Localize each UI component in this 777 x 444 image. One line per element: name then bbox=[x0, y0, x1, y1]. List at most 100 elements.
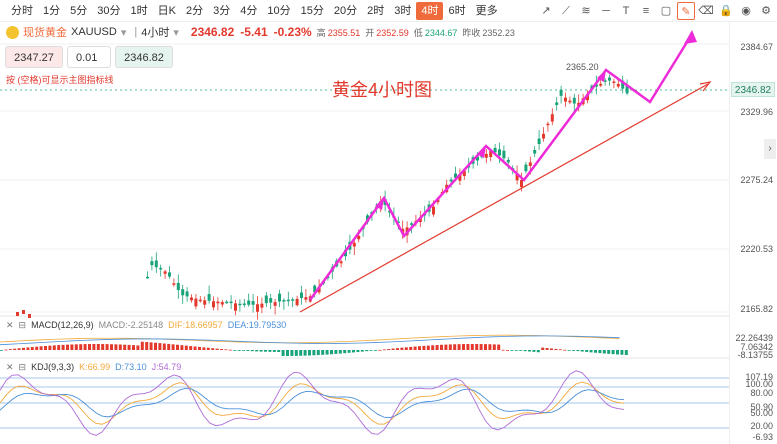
macd-bar bbox=[567, 350, 571, 351]
candle-body bbox=[146, 276, 149, 279]
candle-body bbox=[242, 303, 246, 305]
macd-bar bbox=[541, 347, 545, 350]
macd-label[interactable]: MACD(12,26,9) bbox=[31, 320, 94, 330]
shapes-icon[interactable]: ▢ bbox=[660, 5, 672, 17]
macd-bar bbox=[57, 345, 61, 350]
parallel-channel-icon[interactable]: ≋ bbox=[581, 5, 591, 17]
candle-body bbox=[313, 285, 317, 293]
timeframe-tab[interactable]: 2分 bbox=[185, 4, 204, 17]
macd-bar bbox=[303, 350, 307, 356]
macd-bar bbox=[13, 348, 17, 350]
candle-body bbox=[586, 94, 589, 101]
timeframe-tab[interactable]: 5分 bbox=[70, 4, 88, 17]
macd-bar bbox=[462, 344, 465, 350]
macd-bar bbox=[250, 350, 254, 352]
macd-bar bbox=[118, 344, 122, 350]
sell-price-button[interactable]: 2347.27 bbox=[5, 46, 63, 68]
trend-line-icon[interactable]: ↗ bbox=[541, 5, 551, 17]
macd-bar bbox=[255, 350, 259, 352]
settings-icon[interactable]: ⚙ bbox=[761, 5, 771, 17]
text-icon[interactable]: T bbox=[622, 5, 630, 17]
candle-body bbox=[454, 173, 457, 178]
candle-body bbox=[410, 223, 413, 225]
timeframe-tab[interactable]: 15分 bbox=[300, 4, 324, 17]
timeframe-tab[interactable]: 10分 bbox=[267, 4, 291, 17]
macd-bar bbox=[519, 350, 523, 351]
candle-body bbox=[594, 84, 598, 87]
visibility-icon[interactable]: ◉ bbox=[741, 5, 751, 17]
candle-body bbox=[150, 261, 154, 266]
timeframe-tab[interactable]: 2时 bbox=[367, 4, 385, 17]
macd-bar bbox=[563, 349, 567, 351]
macd-bar bbox=[198, 346, 201, 350]
timeframe-tab[interactable]: 更多 bbox=[475, 4, 498, 17]
macd-bar bbox=[193, 346, 197, 350]
candle-body bbox=[616, 83, 620, 87]
dropdown-chevron-icon[interactable]: ▾ bbox=[120, 26, 127, 39]
macd-bar bbox=[8, 349, 12, 350]
timeframe-tab[interactable]: 1时 bbox=[130, 4, 148, 17]
symbol-name[interactable]: 现货黄金 bbox=[23, 27, 67, 39]
candle-body bbox=[515, 174, 519, 181]
eraser-icon[interactable]: ⌫ bbox=[698, 5, 714, 17]
candle-body bbox=[418, 218, 422, 223]
symbol-code[interactable]: XAUUSD bbox=[71, 26, 117, 38]
candle-body bbox=[220, 302, 224, 305]
chevron-down-icon[interactable]: ▾ bbox=[173, 26, 179, 39]
macd-bar bbox=[572, 350, 575, 351]
timeframe-tab[interactable]: 4分 bbox=[240, 4, 258, 17]
candle-body bbox=[273, 302, 277, 306]
close-icon[interactable]: ✕ bbox=[6, 319, 14, 330]
candle-body bbox=[462, 170, 466, 177]
wave-arrowhead bbox=[684, 30, 697, 44]
macd-bar bbox=[101, 344, 105, 350]
macd-bar bbox=[136, 345, 140, 350]
timeframe-list: 分时 1分 5分 30分 1时 日K 2分 3分 4分 10分 15分 20分 2时 3时 4时 6时 更多 bbox=[6, 1, 503, 20]
candle-body bbox=[260, 303, 264, 308]
timeframe-select[interactable]: 4小时 bbox=[141, 27, 170, 39]
macd-bar bbox=[110, 344, 113, 350]
close-icon[interactable]: ✕ bbox=[6, 361, 14, 372]
timeframe-tab[interactable]: 3时 bbox=[394, 4, 412, 17]
quantity-input[interactable]: 0.01 bbox=[67, 46, 111, 68]
macd-bar bbox=[92, 344, 96, 350]
timeframe-tab[interactable]: 3分 bbox=[213, 4, 231, 17]
timeframe-tab[interactable]: 6时 bbox=[448, 4, 466, 17]
ray-icon[interactable]: ⟋ bbox=[562, 5, 570, 17]
macd-bar bbox=[453, 344, 457, 350]
expand-icon[interactable]: ⊟ bbox=[18, 361, 27, 372]
kdj-label[interactable]: KDJ(9,3,3) bbox=[31, 362, 75, 372]
candle-body bbox=[286, 299, 290, 302]
brush-icon[interactable]: ✎ bbox=[677, 2, 695, 20]
buy-price-button[interactable]: 2346.82 bbox=[115, 46, 173, 68]
expand-icon[interactable]: ⊟ bbox=[18, 319, 27, 330]
lock-icon[interactable]: 🔒 bbox=[719, 5, 733, 17]
fibonacci-icon[interactable]: ≡ bbox=[642, 5, 650, 17]
collapse-chevron-icon[interactable]: › bbox=[764, 139, 776, 159]
timeframe-tab[interactable]: 1分 bbox=[43, 4, 61, 17]
macd-bar bbox=[228, 349, 232, 351]
candle-body bbox=[339, 261, 343, 264]
open-value: 开 2352.59 bbox=[365, 27, 409, 38]
candle-body bbox=[621, 80, 625, 89]
timeframe-tab[interactable]: 4时 bbox=[416, 1, 444, 20]
divider: | bbox=[134, 26, 138, 38]
macd-bar bbox=[435, 345, 439, 350]
macd-bar bbox=[492, 344, 496, 350]
candle-body bbox=[528, 162, 532, 166]
timeframe-tab[interactable]: 分时 bbox=[11, 4, 33, 17]
macd-bar bbox=[66, 344, 69, 350]
timeframe-tab[interactable]: 日K bbox=[157, 4, 176, 17]
macd-bar bbox=[338, 350, 342, 354]
macd-bar bbox=[356, 350, 360, 353]
macd-tick: 22.26439 bbox=[735, 333, 773, 343]
candle-body bbox=[396, 221, 400, 224]
macd-bar bbox=[431, 345, 435, 350]
candle-body bbox=[304, 297, 308, 300]
timeframe-tab[interactable]: 20分 bbox=[333, 4, 358, 17]
horizontal-line-icon[interactable]: ─ bbox=[602, 5, 610, 17]
price-axis[interactable]: 2384.67 2329.96 2275.24 2220.53 2165.82 … bbox=[729, 22, 777, 444]
macd-bar bbox=[594, 350, 597, 353]
timeframe-tab[interactable]: 30分 bbox=[97, 4, 121, 17]
